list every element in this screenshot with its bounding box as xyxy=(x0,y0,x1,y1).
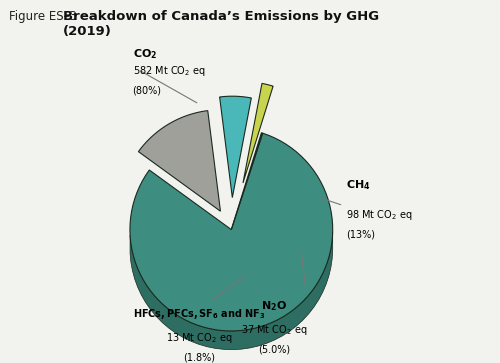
Text: Breakdown of Canada’s Emissions by GHG
(2019): Breakdown of Canada’s Emissions by GHG (… xyxy=(63,10,379,38)
Text: 582 Mt CO$_2$ eq: 582 Mt CO$_2$ eq xyxy=(132,64,206,78)
Text: (13%): (13%) xyxy=(346,229,375,240)
Text: (80%): (80%) xyxy=(132,86,162,95)
Polygon shape xyxy=(232,133,262,229)
Text: Figure ES–3: Figure ES–3 xyxy=(9,10,85,23)
Polygon shape xyxy=(220,96,252,197)
Text: $\mathbf{N_2O}$: $\mathbf{N_2O}$ xyxy=(261,299,287,313)
Polygon shape xyxy=(130,232,332,350)
Text: $\mathbf{CH_4}$: $\mathbf{CH_4}$ xyxy=(346,179,370,192)
Text: $\mathbf{CO_2}$: $\mathbf{CO_2}$ xyxy=(132,48,157,61)
Text: 98 Mt CO$_2$ eq: 98 Mt CO$_2$ eq xyxy=(346,208,412,222)
Text: (1.8%): (1.8%) xyxy=(184,352,216,362)
Text: (5.0%): (5.0%) xyxy=(258,344,290,354)
Polygon shape xyxy=(243,83,273,183)
Polygon shape xyxy=(138,111,220,211)
Text: $\mathbf{HFCs, PFCs, SF_6\ and\ NF_3}$: $\mathbf{HFCs, PFCs, SF_6\ and\ NF_3}$ xyxy=(133,307,266,321)
Text: 13 Mt CO$_2$ eq: 13 Mt CO$_2$ eq xyxy=(166,331,232,345)
Polygon shape xyxy=(130,133,332,331)
Text: 37 Mt CO$_2$ eq: 37 Mt CO$_2$ eq xyxy=(241,323,307,337)
